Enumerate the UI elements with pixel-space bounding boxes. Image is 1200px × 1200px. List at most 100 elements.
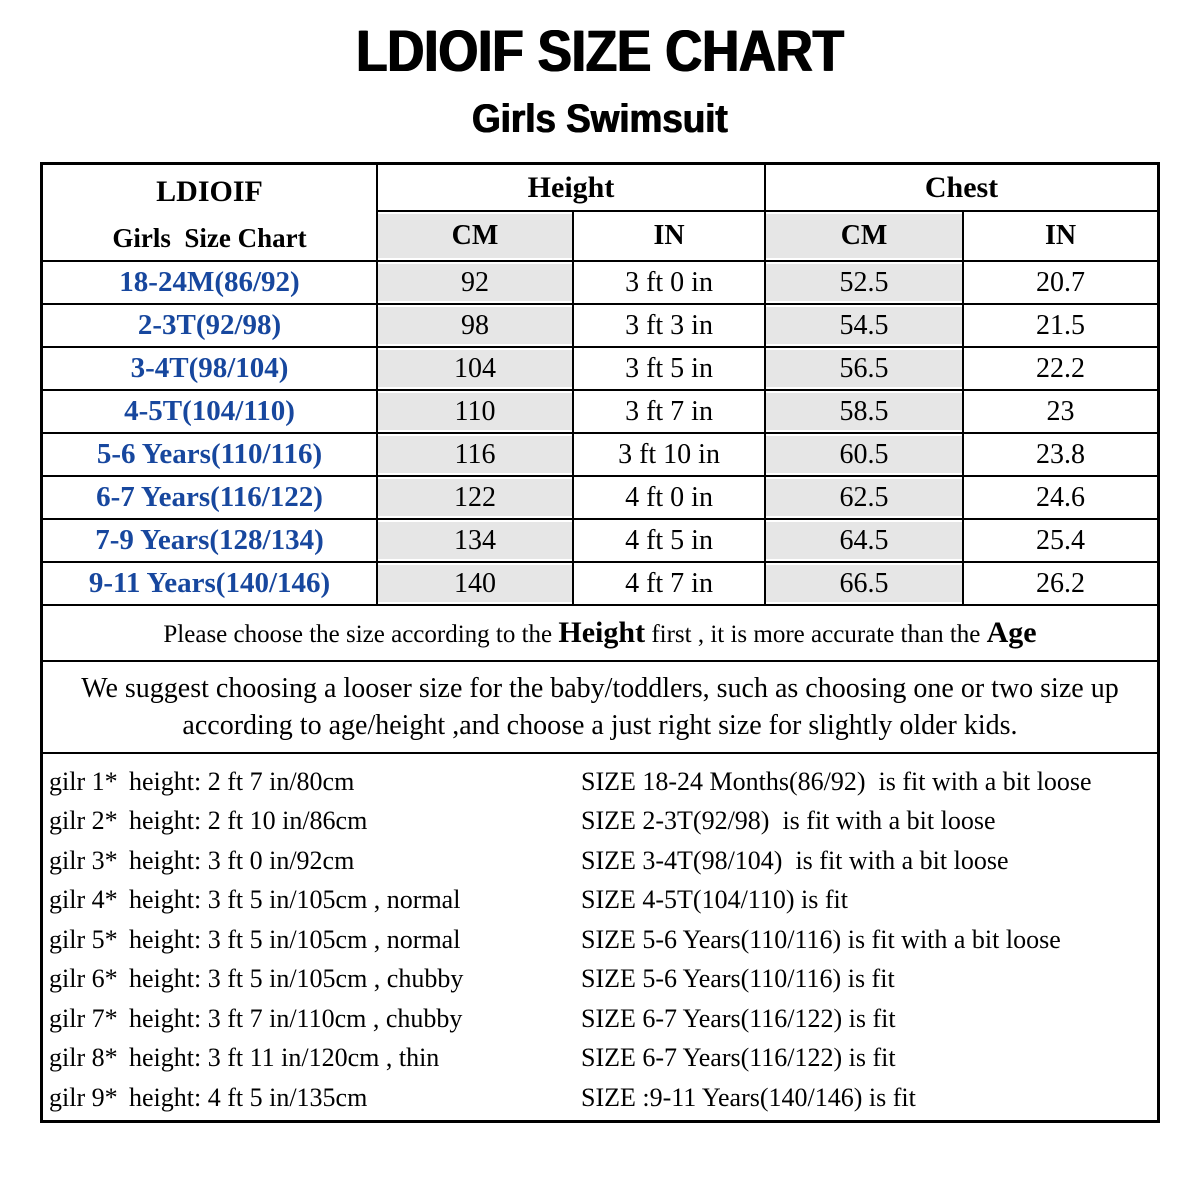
model-label: gilr 7* xyxy=(49,1003,118,1033)
chest-cm-cell: 60.5 xyxy=(764,432,965,477)
height-note-prefix: Please choose the size according to the xyxy=(163,621,559,648)
height-in-cell: 4 ft 7 in xyxy=(571,561,767,606)
size-fit-text: SIZE 6-7 Years(116/122) is fit xyxy=(581,1043,896,1073)
chest-in-cell: 23 xyxy=(962,389,1158,434)
table-row: 6-7 Years(116/122) 122 4 ft 0 in 62.5 24… xyxy=(43,475,1158,520)
size-fit-text: SIZE :9-11 Years(140/146) is fit xyxy=(581,1082,916,1112)
chest-in-cell: 22.2 xyxy=(962,346,1158,391)
height-in-cell: 3 ft 10 in xyxy=(571,432,767,477)
model-label: gilr 1* xyxy=(49,766,118,796)
height-note: Please choose the size according to the … xyxy=(43,604,1158,660)
suggestion-line-1: We suggest choosing a looser size for th… xyxy=(81,673,1119,704)
chest-in-cell: 20.7 xyxy=(962,260,1158,305)
size-fit-text: SIZE 5-6 Years(110/116) is fit xyxy=(581,964,895,994)
chest-cm-header-cell: CM xyxy=(764,210,965,262)
size-label: 9-11 Years(140/146) xyxy=(43,561,378,606)
model-label: gilr 8* xyxy=(49,1043,118,1073)
height-cm-header: CM xyxy=(378,214,572,258)
height-cm-header-cell: CM xyxy=(377,210,574,262)
height-cm-cell: 140 xyxy=(376,561,574,606)
height-group-header: Height xyxy=(375,165,767,212)
size-fit-text: SIZE 3-4T(98/104) is fit with a bit loos… xyxy=(581,845,1009,875)
height-note-row: Please choose the size according to the … xyxy=(43,604,1158,660)
chest-in-cell: 21.5 xyxy=(962,303,1158,348)
model-height: height: 3 ft 5 in/105cm , normal xyxy=(129,885,461,915)
model-height: height: 4 ft 5 in/135cm xyxy=(129,1082,368,1112)
brand-header-cell: LDIOIF Girls Size Chart xyxy=(43,165,378,262)
table-row: 2-3T(92/98) 98 3 ft 3 in 54.5 21.5 xyxy=(43,303,1158,348)
fit-example-row: gilr 2* height: 2 ft 10 in/86cm SIZE 2-3T… xyxy=(49,802,1157,842)
table-header-row-units: CM IN CM IN xyxy=(43,210,1158,262)
size-label: 5-6 Years(110/116) xyxy=(43,432,378,477)
size-chart-box: LDIOIF Girls Size Chart Height Chest CM … xyxy=(40,162,1160,1123)
fit-example-row: gilr 4* height: 3 ft 5 in/105cm , normal … xyxy=(49,881,1157,921)
size-label: 4-5T(104/110) xyxy=(43,389,378,434)
size-fit-text: SIZE 4-5T(104/110) is fit xyxy=(581,885,848,915)
model-label: gilr 4* xyxy=(49,885,118,915)
height-cm-cell: 110 xyxy=(376,389,574,434)
fit-example-row: gilr 1* height: 2 ft 7 in/80cm SIZE 18-24… xyxy=(49,762,1157,802)
brand-subtitle: Girls Size Chart xyxy=(112,223,307,253)
fit-example-row: gilr 3* height: 3 ft 0 in/92cm SIZE 3-4T(… xyxy=(49,841,1157,881)
height-note-middle: first , it is more accurate than the xyxy=(645,621,987,648)
size-fit-text: SIZE 18-24 Months(86/92) is fit with a b… xyxy=(581,766,1092,796)
chest-in-cell: 26.2 xyxy=(962,561,1158,606)
size-label: 18-24M(86/92) xyxy=(43,260,378,305)
size-label: 3-4T(98/104) xyxy=(43,346,378,391)
page-title: LDIOIF SIZE CHART xyxy=(0,18,1200,85)
height-note-bold-height: Height xyxy=(558,616,646,649)
chest-cm-cell: 54.5 xyxy=(764,303,965,348)
chest-cm-cell: 62.5 xyxy=(764,475,965,520)
fit-examples-box: gilr 1* height: 2 ft 7 in/80cm SIZE 18-24… xyxy=(43,752,1157,1120)
chest-in-cell: 24.6 xyxy=(962,475,1158,520)
chest-cm-header: CM xyxy=(766,214,963,258)
fit-example-row: gilr 9* height: 4 ft 5 in/135cm SIZE :9-1… xyxy=(49,1078,1157,1118)
page-subtitle-text: Girls Swimsuit xyxy=(472,97,728,141)
table-row: 5-6 Years(110/116) 116 3 ft 10 in 60.5 2… xyxy=(43,432,1158,477)
chest-cm-cell: 64.5 xyxy=(764,518,965,563)
height-cm-cell: 134 xyxy=(376,518,574,563)
suggestion-line-2: according to age/height ,and choose a ju… xyxy=(182,710,1018,741)
model-height: height: 3 ft 7 in/110cm , chubby xyxy=(129,1003,463,1033)
chest-cm-cell: 66.5 xyxy=(764,561,965,606)
chest-group-header: Chest xyxy=(764,165,1158,212)
height-cm-cell: 104 xyxy=(376,346,574,391)
brand-name: LDIOIF xyxy=(156,175,263,208)
height-note-bold-age: Age xyxy=(986,616,1037,649)
fit-example-row: gilr 5* height: 3 ft 5 in/105cm , normal … xyxy=(49,920,1157,960)
size-fit-text: SIZE 5-6 Years(110/116) is fit with a bi… xyxy=(581,924,1061,954)
size-label: 6-7 Years(116/122) xyxy=(43,475,378,520)
size-label: 2-3T(92/98) xyxy=(43,303,378,348)
table-header-row-groups: LDIOIF Girls Size Chart Height Chest xyxy=(43,165,1158,262)
height-in-cell: 4 ft 0 in xyxy=(571,475,767,520)
model-label: gilr 6* xyxy=(49,964,118,994)
height-in-cell: 4 ft 5 in xyxy=(571,518,767,563)
height-in-cell: 3 ft 5 in xyxy=(571,346,767,391)
size-label: 7-9 Years(128/134) xyxy=(43,518,378,563)
height-in-cell: 3 ft 3 in xyxy=(571,303,767,348)
height-in-header: IN xyxy=(571,210,767,262)
model-label: gilr 2* xyxy=(49,806,118,836)
size-fit-text: SIZE 2-3T(92/98) is fit with a bit loose xyxy=(581,806,996,836)
suggestion-note: We suggest choosing a looser size for th… xyxy=(43,660,1157,752)
size-fit-text: SIZE 6-7 Years(116/122) is fit xyxy=(581,1003,896,1033)
table-row: 9-11 Years(140/146) 140 4 ft 7 in 66.5 2… xyxy=(43,561,1158,606)
fit-example-row: gilr 6* height: 3 ft 5 in/105cm , chubby … xyxy=(49,960,1157,1000)
height-cm-cell: 116 xyxy=(376,432,574,477)
page-subtitle: Girls Swimsuit xyxy=(0,97,1200,142)
height-in-cell: 3 ft 7 in xyxy=(571,389,767,434)
chest-in-cell: 23.8 xyxy=(962,432,1158,477)
fit-example-row: gilr 8* height: 3 ft 11 in/120cm , thin S… xyxy=(49,1039,1157,1079)
size-table: LDIOIF Girls Size Chart Height Chest CM … xyxy=(43,165,1158,660)
model-height: height: 3 ft 5 in/105cm , chubby xyxy=(129,964,464,994)
fit-example-row: gilr 7* height: 3 ft 7 in/110cm , chubby … xyxy=(49,999,1157,1039)
height-in-cell: 3 ft 0 in xyxy=(571,260,767,305)
height-cm-cell: 92 xyxy=(376,260,574,305)
table-row: 3-4T(98/104) 104 3 ft 5 in 56.5 22.2 xyxy=(43,346,1158,391)
height-cm-cell: 122 xyxy=(376,475,574,520)
chest-in-cell: 25.4 xyxy=(962,518,1158,563)
model-label: gilr 5* xyxy=(49,924,118,954)
model-height: height: 3 ft 0 in/92cm xyxy=(129,845,355,875)
chest-cm-cell: 56.5 xyxy=(764,346,965,391)
